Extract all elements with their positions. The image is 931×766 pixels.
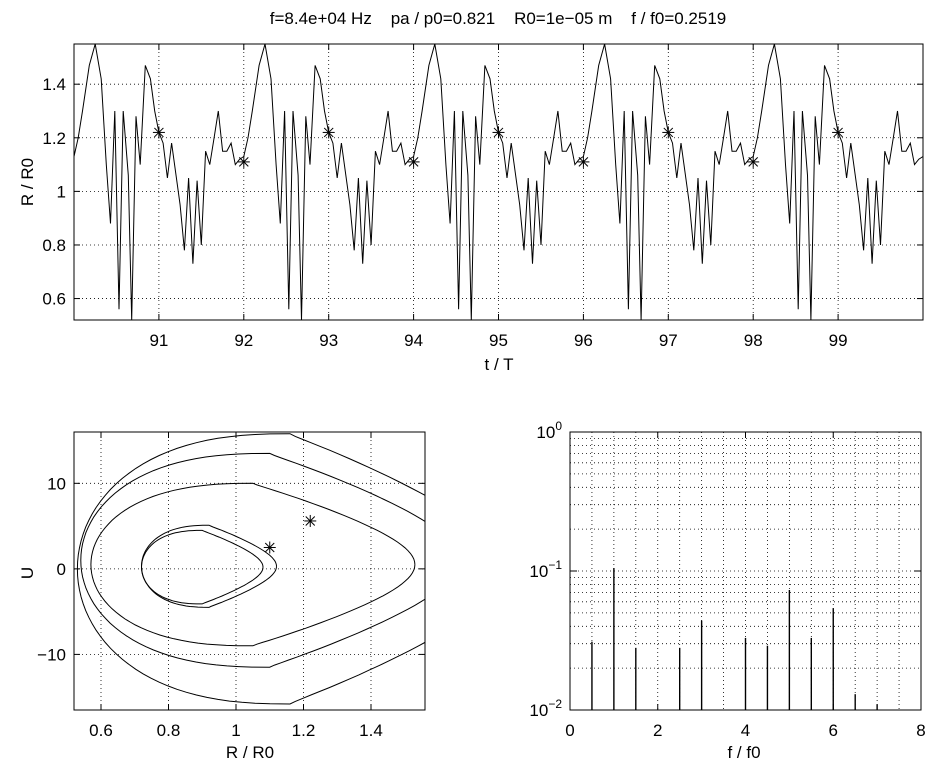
y-tick-label: 1.2 — [42, 129, 66, 148]
x-tick-label: 97 — [659, 331, 678, 350]
y-tick-label: −10 — [37, 645, 66, 664]
phase-portrait-xlabel: R / R0 — [226, 743, 274, 762]
y-tick-label: 0.6 — [42, 290, 66, 309]
x-tick-label: 95 — [489, 331, 508, 350]
y-tick-label: 0 — [57, 560, 66, 579]
x-tick-label: 1.4 — [359, 721, 383, 740]
sample-marker — [747, 155, 760, 168]
x-tick-label: 8 — [916, 721, 925, 740]
phase-loop — [90, 482, 416, 647]
phase-loop — [140, 529, 264, 605]
x-tick-label: 0.6 — [89, 721, 113, 740]
y-tick-label: 10−1 — [529, 558, 562, 581]
x-tick-label: 99 — [829, 331, 848, 350]
sample-marker — [492, 126, 505, 139]
x-tick-label: 91 — [149, 331, 168, 350]
time-series-ylabel: R / R0 — [18, 158, 37, 206]
x-tick-label: 96 — [574, 331, 593, 350]
x-tick-label: 94 — [404, 331, 423, 350]
x-tick-label: 4 — [741, 721, 750, 740]
sample-marker — [152, 126, 165, 139]
x-tick-label: 93 — [319, 331, 338, 350]
y-tick-label: 1.4 — [42, 75, 66, 94]
y-tick-label: 10 — [47, 474, 66, 493]
x-tick-label: 1.2 — [292, 721, 316, 740]
sample-marker — [237, 155, 250, 168]
sample-marker — [832, 126, 845, 139]
x-tick-label: 2 — [653, 721, 662, 740]
x-tick-label: 98 — [744, 331, 763, 350]
radius-series-line — [73, 43, 924, 321]
spectrum-xlabel: f / f0 — [727, 743, 760, 762]
sample-marker — [322, 126, 335, 139]
x-tick-label: 0.8 — [157, 721, 181, 740]
sample-marker — [577, 155, 590, 168]
y-tick-label: 1 — [57, 182, 66, 201]
time-series-plot: 91 92 93 94 95 96 97 98 99 0.6 0.8 1 1.2 1.4 — [42, 43, 924, 350]
x-tick-label: 1 — [231, 721, 240, 740]
phase-marker — [304, 514, 317, 527]
x-tick-label: 92 — [234, 331, 253, 350]
y-tick-label: 100 — [536, 419, 562, 442]
figure-title: f=8.4e+04 Hz pa / p0=0.821 R0=1e−05 m f … — [270, 9, 727, 28]
phase-portrait-plot: 0.6 0.8 1 1.2 1.4 −10 0 10 — [37, 431, 426, 740]
x-tick-label: 6 — [829, 721, 838, 740]
sample-marker — [662, 126, 675, 139]
phase-portrait-axes-frame — [73, 431, 426, 711]
y-tick-label: 0.8 — [42, 236, 66, 255]
phase-loop — [80, 452, 425, 668]
phase-portrait-ylabel: U — [18, 567, 37, 579]
phase-loop — [140, 524, 277, 608]
sample-marker — [407, 155, 420, 168]
spectrum-plot: 0 2 4 6 8 100 10−1 10−2 — [529, 419, 925, 740]
x-tick-label: 0 — [565, 721, 574, 740]
phase-marker — [263, 541, 276, 554]
time-series-xlabel: t / T — [485, 355, 514, 374]
y-tick-label: 10−2 — [529, 697, 562, 720]
